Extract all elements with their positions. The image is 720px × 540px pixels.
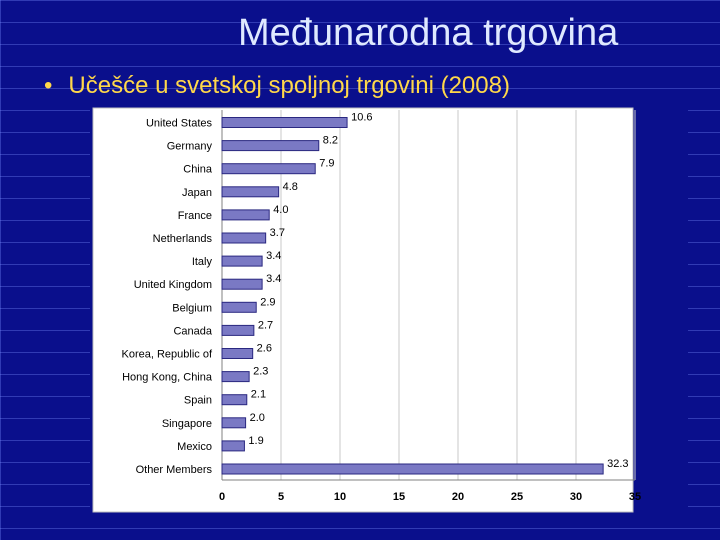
bar-value-label: 2.9 (260, 296, 275, 308)
bar-value-label: 2.0 (250, 412, 265, 424)
category-label: Belgium (172, 302, 212, 314)
bullet-dot-icon: • (44, 72, 53, 99)
chart-panel (92, 107, 634, 513)
bar-value-label: 10.6 (351, 112, 372, 124)
bullet-item: • Učešće u svetskoj spoljnoj trgovini (20… (44, 72, 510, 100)
category-label: Mexico (177, 441, 212, 453)
category-label: Other Members (136, 464, 213, 476)
bar (221, 186, 280, 198)
bar-value-label: 2.1 (251, 389, 266, 401)
category-label: Hong Kong, China (122, 372, 213, 384)
bullet-text: Učešće u svetskoj spoljnoj trgovini (200… (68, 72, 510, 99)
bar (221, 394, 248, 406)
category-label: Canada (173, 325, 212, 337)
x-tick-label: 0 (219, 491, 225, 503)
bar (221, 255, 263, 267)
category-label: China (183, 164, 213, 176)
category-label: United States (146, 118, 213, 130)
bar (221, 163, 316, 175)
bar (221, 371, 250, 383)
bar-chart: 0 5 10 15 20 25 30 35 United States 10.6 Germany 8.… (92, 107, 641, 513)
bar (221, 278, 263, 290)
bar-value-label: 2.7 (258, 319, 273, 331)
x-tick-label: 30 (570, 491, 582, 503)
category-label: France (178, 210, 212, 222)
bar-value-label: 4.0 (273, 204, 288, 216)
bar-value-label: 2.3 (253, 366, 268, 378)
bar (221, 417, 247, 429)
bar-value-label: 1.9 (248, 435, 263, 447)
x-tick-label: 25 (511, 491, 523, 503)
bar-value-label: 4.8 (283, 181, 298, 193)
bar (221, 324, 255, 336)
category-label: Italy (192, 256, 213, 268)
category-label: Netherlands (153, 233, 213, 245)
bar-value-label: 3.4 (266, 250, 281, 262)
x-tick-label: 15 (393, 491, 405, 503)
bar-value-label: 3.4 (266, 273, 281, 285)
category-label: Singapore (162, 418, 212, 430)
slide-title: Međunarodna trgovina (238, 12, 619, 54)
category-label: United Kingdom (134, 279, 212, 291)
bar (221, 232, 267, 244)
bar-value-label: 7.9 (319, 158, 334, 170)
x-tick-label: 20 (452, 491, 464, 503)
bar (221, 463, 604, 475)
x-tick-label: 10 (334, 491, 346, 503)
bar-value-label: 3.7 (270, 227, 285, 239)
bar-value-label: 8.2 (323, 135, 338, 147)
bar (221, 440, 245, 452)
category-label: Spain (184, 395, 212, 407)
bar (221, 301, 257, 313)
category-label: Germany (167, 141, 213, 153)
bar (221, 117, 348, 128)
category-label: Japan (182, 187, 212, 199)
chart-frame: 0 5 10 15 20 25 30 35 United States 10.6 Germany 8.… (90, 104, 688, 518)
bar (221, 140, 320, 152)
category-label: Korea, Republic of (122, 349, 213, 361)
bar-value-label: 2.6 (257, 343, 272, 355)
x-tick-label: 5 (278, 491, 284, 503)
bar-value-label: 32.3 (607, 458, 628, 470)
bar (221, 348, 254, 359)
bar (221, 209, 270, 221)
x-tick-label: 35 (629, 491, 641, 503)
